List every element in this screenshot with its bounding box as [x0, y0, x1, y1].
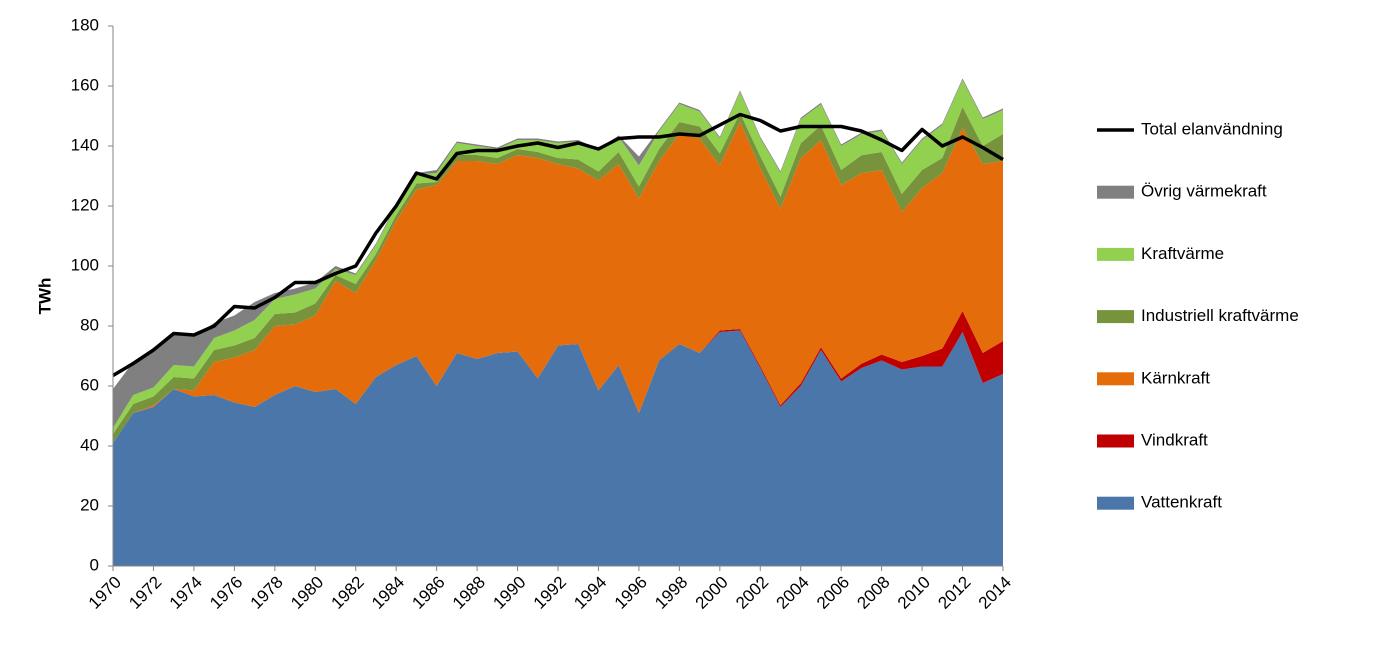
legend-swatch	[1097, 185, 1134, 199]
x-tick-label: 2014	[975, 573, 1015, 613]
x-tick-label: 1992	[530, 573, 570, 613]
line	[112, 112, 1004, 378]
x-tick-label: 1994	[570, 573, 610, 613]
x-tick-label: 2002	[732, 573, 772, 613]
x-tick-label: 1980	[287, 573, 327, 613]
legend-label: Kraftvärme	[1141, 244, 1224, 263]
y-tick-label: 100	[71, 255, 99, 274]
legend-label: Industriell kraftvärme	[1141, 306, 1299, 325]
legend-label: Vindkraft	[1141, 430, 1208, 449]
area	[113, 330, 1003, 566]
x-tick-label: 1982	[328, 573, 368, 613]
legend-label: Kärnkraft	[1141, 368, 1210, 387]
legend-label: Total elanvändning	[1141, 119, 1283, 138]
x-tick-label: 1972	[125, 573, 165, 613]
y-tick-label: 160	[71, 75, 99, 94]
y-tick-label: 80	[80, 315, 99, 334]
x-tick-label: 1976	[206, 573, 246, 613]
legend-swatch	[1097, 496, 1134, 510]
x-tick-label: 1988	[449, 573, 489, 613]
x-tick-label: 1984	[368, 573, 408, 613]
x-tick-label: 2010	[894, 573, 934, 613]
x-tick-label: 2004	[773, 573, 813, 613]
x-tick-label: 1986	[408, 573, 448, 613]
x-tick-label: 1974	[166, 573, 206, 613]
legend-swatch	[1097, 310, 1134, 324]
x-tick-label: 2006	[813, 573, 853, 613]
area	[113, 122, 1003, 443]
area	[113, 80, 1003, 434]
y-tick-label: 180	[71, 15, 99, 34]
legend-label: Vattenkraft	[1141, 493, 1222, 512]
legend-swatch	[1097, 372, 1134, 386]
y-tick-label: 120	[71, 195, 99, 214]
x-tick-label: 1990	[489, 573, 529, 613]
y-tick-label: 20	[80, 495, 99, 514]
x-tick-label: 2008	[853, 573, 893, 613]
legend-swatch	[1097, 434, 1134, 448]
x-tick-label: 1978	[247, 573, 287, 613]
y-tick-label: 40	[80, 435, 99, 454]
y-tick-label: 140	[71, 135, 99, 154]
x-tick-label: 1998	[651, 573, 691, 613]
y-tick-label: 0	[90, 555, 99, 574]
legend-label: Övrig värmekraft	[1141, 182, 1267, 201]
x-tick-label: 2000	[692, 573, 732, 613]
x-tick-label: 1996	[611, 573, 651, 613]
y-axis-label: TWh	[35, 278, 54, 315]
legend-swatch	[1097, 247, 1134, 261]
areas	[113, 78, 1003, 566]
x-tick-label: 1970	[85, 573, 125, 613]
x-tick-label: 2012	[934, 573, 974, 613]
y-tick-label: 60	[80, 375, 99, 394]
